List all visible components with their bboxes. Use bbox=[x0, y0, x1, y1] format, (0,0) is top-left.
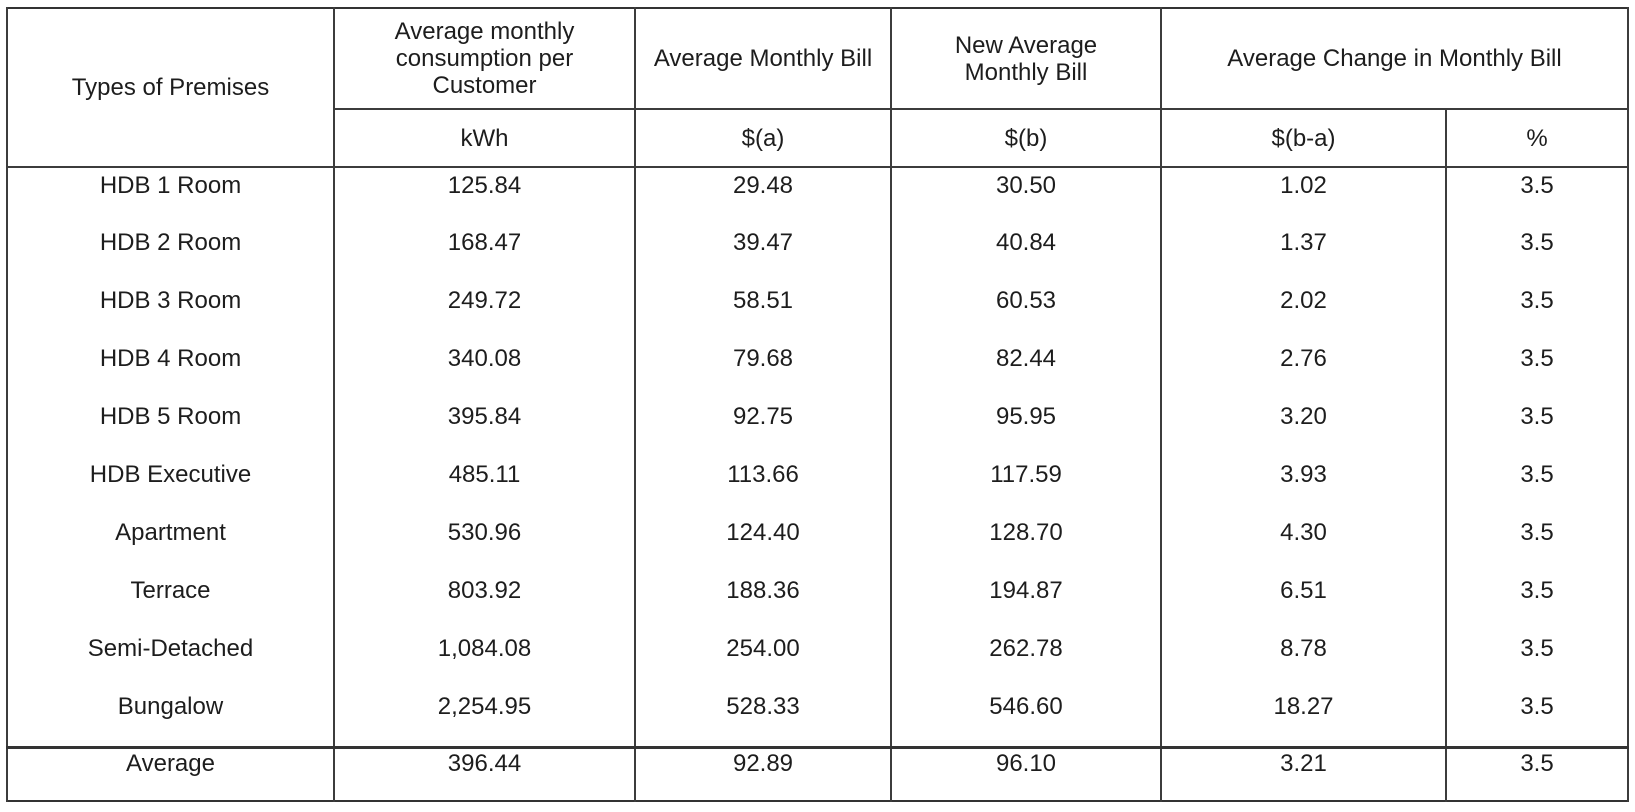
premise-cell: HDB 4 Room bbox=[6, 341, 335, 399]
change-amount-cell: 1.37 bbox=[1160, 225, 1447, 283]
header-row-titles: Types of Premises Average monthly consum… bbox=[6, 8, 1630, 168]
kwh-cell: 125.84 bbox=[333, 167, 636, 225]
table-row: Semi-Detached 1,084.08 254.00 262.78 8.7… bbox=[6, 631, 1630, 689]
table-body: HDB 1 Room 125.84 29.48 30.50 1.02 3.5 H… bbox=[6, 167, 1630, 747]
bill-b-cell: 194.87 bbox=[890, 573, 1162, 631]
change-amount-cell: 18.27 bbox=[1160, 689, 1447, 747]
bill-a-cell: 29.48 bbox=[634, 167, 892, 225]
bill-b-cell: 546.60 bbox=[890, 689, 1162, 747]
header-new-average-monthly-bill: New Average Monthly Bill bbox=[890, 8, 1162, 110]
bill-b-cell: 30.50 bbox=[890, 167, 1162, 225]
change-amount-cell: 8.78 bbox=[1160, 631, 1447, 689]
header-types-of-premises-label: Types of Premises bbox=[71, 74, 270, 101]
bill-a-cell: 188.36 bbox=[634, 573, 892, 631]
table-footer: Average 396.44 92.89 96.10 3.21 3.5 bbox=[6, 745, 1630, 801]
bill-a-cell: 79.68 bbox=[634, 341, 892, 399]
change-percent-cell: 3.5 bbox=[1444, 399, 1630, 457]
header-average-monthly-bill: Average Monthly Bill bbox=[634, 8, 892, 110]
change-percent-cell: 3.5 bbox=[1444, 457, 1630, 515]
premise-cell: Apartment bbox=[6, 515, 335, 573]
bill-b-cell: 82.44 bbox=[890, 341, 1162, 399]
average-row: Average 396.44 92.89 96.10 3.21 3.5 bbox=[6, 745, 1630, 801]
premise-cell: HDB 2 Room bbox=[6, 225, 335, 283]
unit-percent: % bbox=[1444, 109, 1630, 168]
bill-b-cell: 262.78 bbox=[890, 631, 1162, 689]
table-row: HDB Executive 485.11 113.66 117.59 3.93 … bbox=[6, 457, 1630, 515]
unit-dollar-b-minus-a: $(b-a) bbox=[1160, 109, 1447, 168]
change-percent-cell: 3.5 bbox=[1444, 167, 1630, 225]
kwh-cell: 1,084.08 bbox=[333, 631, 636, 689]
premise-cell: Semi-Detached bbox=[6, 631, 335, 689]
header-average-change: Average Change in Monthly Bill bbox=[1159, 8, 1630, 110]
bill-a-cell: 254.00 bbox=[634, 631, 892, 689]
bill-b-cell: 60.53 bbox=[890, 283, 1162, 341]
change-percent-cell: 3.5 bbox=[1444, 225, 1630, 283]
table-row: HDB 4 Room 340.08 79.68 82.44 2.76 3.5 bbox=[6, 341, 1630, 399]
bill-a-cell: 39.47 bbox=[634, 225, 892, 283]
table-row: HDB 5 Room 395.84 92.75 95.95 3.20 3.5 bbox=[6, 399, 1630, 457]
change-amount-cell: 4.30 bbox=[1160, 515, 1447, 573]
bill-b-cell: 128.70 bbox=[890, 515, 1162, 573]
bill-b-cell: 95.95 bbox=[890, 399, 1162, 457]
header-new-average-monthly-bill-label: New Average Monthly Bill bbox=[954, 31, 1098, 86]
change-amount-cell: 3.20 bbox=[1160, 399, 1447, 457]
kwh-cell: 2,254.95 bbox=[333, 689, 636, 747]
table-row: HDB 3 Room 249.72 58.51 60.53 2.02 3.5 bbox=[6, 283, 1630, 341]
premise-cell: Terrace bbox=[6, 573, 335, 631]
kwh-cell: 340.08 bbox=[333, 341, 636, 399]
unit-kwh: kWh bbox=[333, 109, 636, 168]
unit-dollar-a: $(a) bbox=[634, 109, 892, 168]
kwh-cell: 803.92 bbox=[333, 573, 636, 631]
table-row: Apartment 530.96 124.40 128.70 4.30 3.5 bbox=[6, 515, 1630, 573]
bill-a-cell: 124.40 bbox=[634, 515, 892, 573]
bill-a-cell: 528.33 bbox=[634, 689, 892, 747]
table-header: Types of Premises Average monthly consum… bbox=[6, 8, 1630, 168]
change-amount-cell: 1.02 bbox=[1160, 167, 1447, 225]
kwh-cell: 396.44 bbox=[333, 745, 636, 801]
change-percent-cell: 3.5 bbox=[1444, 283, 1630, 341]
kwh-cell: 530.96 bbox=[333, 515, 636, 573]
premise-cell: HDB 1 Room bbox=[6, 167, 335, 225]
table-row: HDB 2 Room 168.47 39.47 40.84 1.37 3.5 bbox=[6, 225, 1630, 283]
bill-b-cell: 96.10 bbox=[890, 745, 1162, 801]
premise-cell: HDB 5 Room bbox=[6, 399, 335, 457]
bill-b-cell: 117.59 bbox=[890, 457, 1162, 515]
table-row: Terrace 803.92 188.36 194.87 6.51 3.5 bbox=[6, 573, 1630, 631]
change-amount-cell: 3.93 bbox=[1160, 457, 1447, 515]
header-consumption-label: Average monthly consumption per Customer bbox=[394, 18, 575, 99]
change-percent-cell: 3.5 bbox=[1444, 341, 1630, 399]
change-amount-cell: 2.02 bbox=[1160, 283, 1447, 341]
change-percent-cell: 3.5 bbox=[1444, 745, 1630, 801]
kwh-cell: 485.11 bbox=[333, 457, 636, 515]
unit-dollar-b: $(b) bbox=[890, 109, 1162, 168]
premise-cell: Average bbox=[6, 745, 335, 801]
bill-a-cell: 92.75 bbox=[634, 399, 892, 457]
header-row-units: kWh $(a) $(b) $(b-a) % bbox=[7, 109, 1630, 168]
table-row: HDB 1 Room 125.84 29.48 30.50 1.02 3.5 bbox=[6, 167, 1630, 225]
header-consumption: Average monthly consumption per Customer bbox=[333, 8, 636, 110]
change-percent-cell: 3.5 bbox=[1444, 689, 1630, 747]
bill-a-cell: 92.89 bbox=[634, 745, 892, 801]
header-types-of-premises: Types of Premises bbox=[6, 8, 335, 168]
change-percent-cell: 3.5 bbox=[1444, 573, 1630, 631]
kwh-cell: 395.84 bbox=[333, 399, 636, 457]
premise-cell: HDB 3 Room bbox=[6, 283, 335, 341]
change-amount-cell: 6.51 bbox=[1160, 573, 1447, 631]
change-percent-cell: 3.5 bbox=[1444, 631, 1630, 689]
kwh-cell: 249.72 bbox=[333, 283, 636, 341]
kwh-cell: 168.47 bbox=[333, 225, 636, 283]
change-percent-cell: 3.5 bbox=[1444, 515, 1630, 573]
bill-b-cell: 40.84 bbox=[890, 225, 1162, 283]
change-amount-cell: 3.21 bbox=[1160, 745, 1447, 801]
change-amount-cell: 2.76 bbox=[1160, 341, 1447, 399]
bill-a-cell: 113.66 bbox=[634, 457, 892, 515]
bill-a-cell: 58.51 bbox=[634, 283, 892, 341]
premise-cell: Bungalow bbox=[6, 689, 335, 747]
premise-cell: HDB Executive bbox=[6, 457, 335, 515]
table-row: Bungalow 2,254.95 528.33 546.60 18.27 3.… bbox=[6, 689, 1630, 747]
tariff-table: Types of Premises Average monthly consum… bbox=[6, 7, 1630, 802]
